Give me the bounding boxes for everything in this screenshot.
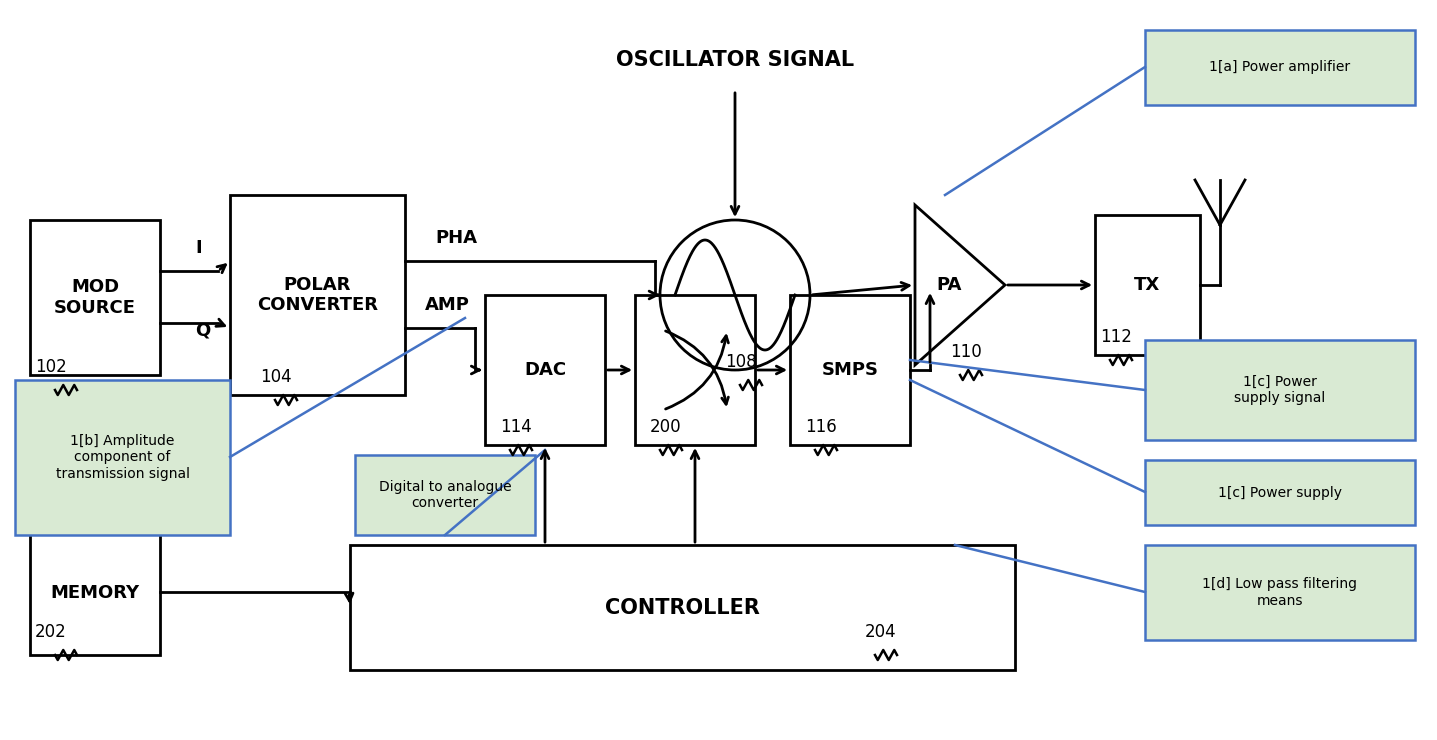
Text: DAC: DAC [525,361,566,379]
FancyBboxPatch shape [1145,460,1415,525]
Text: 204: 204 [865,623,897,641]
Text: 1[b] Amplitude
component of
transmission signal: 1[b] Amplitude component of transmission… [56,434,190,481]
FancyBboxPatch shape [1095,215,1200,355]
Text: PA: PA [937,276,961,294]
Text: MEMORY: MEMORY [50,584,139,602]
Text: AMP: AMP [425,296,470,314]
Text: 116: 116 [805,418,836,436]
Text: PHA: PHA [435,229,477,247]
Text: TX: TX [1134,276,1161,294]
FancyBboxPatch shape [30,220,160,375]
Text: 104: 104 [260,368,292,386]
FancyBboxPatch shape [486,295,605,445]
Text: 200: 200 [650,418,681,436]
FancyBboxPatch shape [355,455,535,535]
FancyBboxPatch shape [1145,545,1415,640]
FancyBboxPatch shape [1145,340,1415,440]
Text: 1[a] Power amplifier: 1[a] Power amplifier [1210,61,1351,75]
Text: Digital to analogue
converter: Digital to analogue converter [379,480,512,510]
Text: 102: 102 [34,358,66,376]
Text: 110: 110 [950,343,981,361]
Text: 1[d] Low pass filtering
means: 1[d] Low pass filtering means [1203,577,1358,608]
Text: 112: 112 [1099,328,1132,346]
FancyBboxPatch shape [635,295,754,445]
FancyBboxPatch shape [1145,30,1415,105]
Text: 1[c] Power
supply signal: 1[c] Power supply signal [1234,375,1325,405]
Text: CONTROLLER: CONTROLLER [605,597,760,617]
FancyBboxPatch shape [230,195,405,395]
Text: I: I [195,239,201,257]
Text: Q: Q [195,321,210,339]
Text: MOD
SOURCE: MOD SOURCE [55,278,137,317]
Text: OSCILLATOR SIGNAL: OSCILLATOR SIGNAL [616,50,854,70]
Text: POLAR
CONVERTER: POLAR CONVERTER [257,275,378,314]
Text: 202: 202 [34,623,66,641]
Text: 114: 114 [500,418,532,436]
Text: 1[c] Power supply: 1[c] Power supply [1219,485,1342,500]
FancyBboxPatch shape [351,545,1015,670]
FancyBboxPatch shape [14,380,230,535]
Text: SMPS: SMPS [822,361,878,379]
FancyBboxPatch shape [30,530,160,655]
Text: 108: 108 [726,353,757,371]
FancyBboxPatch shape [790,295,910,445]
